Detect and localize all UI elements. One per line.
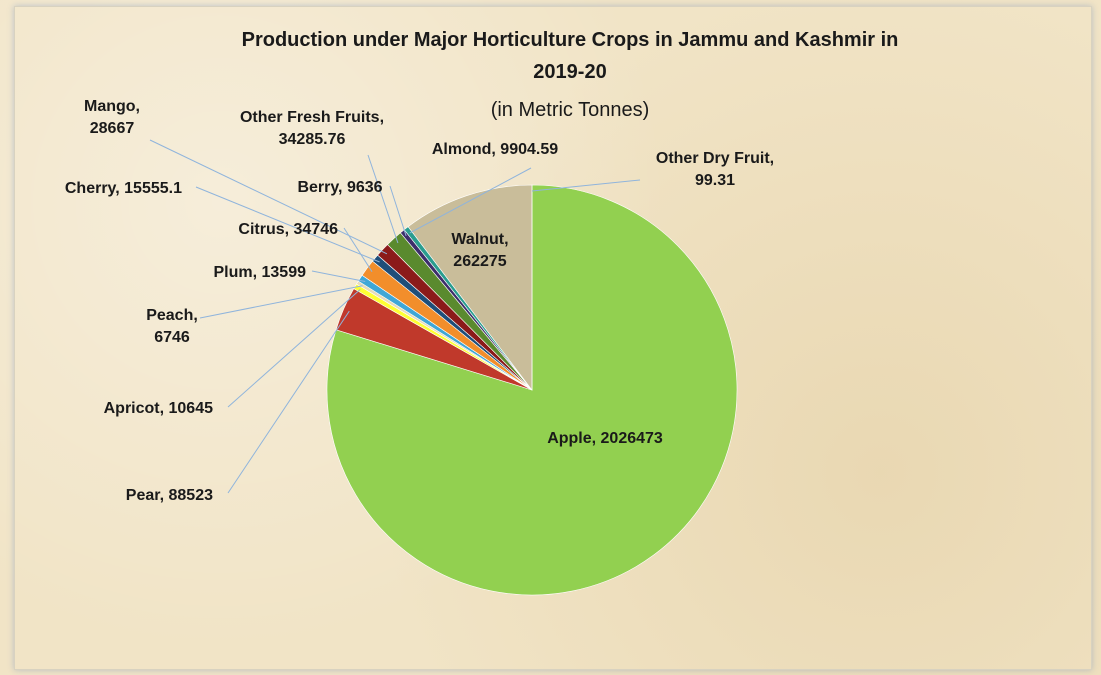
data-label-other-dry-fruit: Other Dry Fruit, 99.31 — [656, 150, 774, 189]
data-label-plum: Plum, 13599 — [214, 264, 307, 281]
data-label-peach: Peach, 6746 — [146, 307, 198, 346]
pie-slice-apple — [326, 184, 738, 596]
leader-line-other-dry-fruit — [531, 179, 641, 192]
chart-title-line2: 2019-20 — [533, 61, 606, 83]
leader-line-cherry — [195, 186, 380, 263]
leader-line-apricot — [227, 289, 361, 408]
data-label-cherry: Cherry, 15555.1 — [65, 180, 182, 197]
leader-line-other-fresh-fruits — [367, 154, 399, 244]
data-label-other-fresh-fruits: Other Fresh Fruits, 34285.76 — [240, 109, 384, 148]
data-label-apple: Apple, 2026473 — [547, 430, 663, 447]
leader-line-berry — [389, 185, 407, 237]
leader-line-almond — [409, 167, 532, 234]
leader-line-citrus — [343, 227, 373, 272]
data-label-berry: Berry, 9636 — [297, 179, 382, 196]
chart-area — [14, 6, 1092, 670]
leader-line-peach — [199, 285, 363, 319]
chart-subtitle: (in Metric Tonnes) — [491, 99, 650, 121]
data-label-apricot: Apricot, 10645 — [104, 400, 213, 417]
data-label-mango: Mango, 28667 — [84, 98, 140, 137]
data-label-walnut: Walnut, 262275 — [451, 231, 508, 270]
leader-line-plum — [311, 270, 366, 282]
data-label-pear: Pear, 88523 — [126, 487, 213, 504]
data-label-almond: Almond, 9904.59 — [432, 141, 558, 158]
chart-title: Production under Major Horticulture Crop… — [242, 29, 899, 51]
pie-slice-walnut — [407, 184, 533, 391]
data-label-citrus: Citrus, 34746 — [238, 221, 338, 238]
leader-line-mango — [149, 139, 388, 255]
leader-line-pear — [227, 310, 350, 494]
